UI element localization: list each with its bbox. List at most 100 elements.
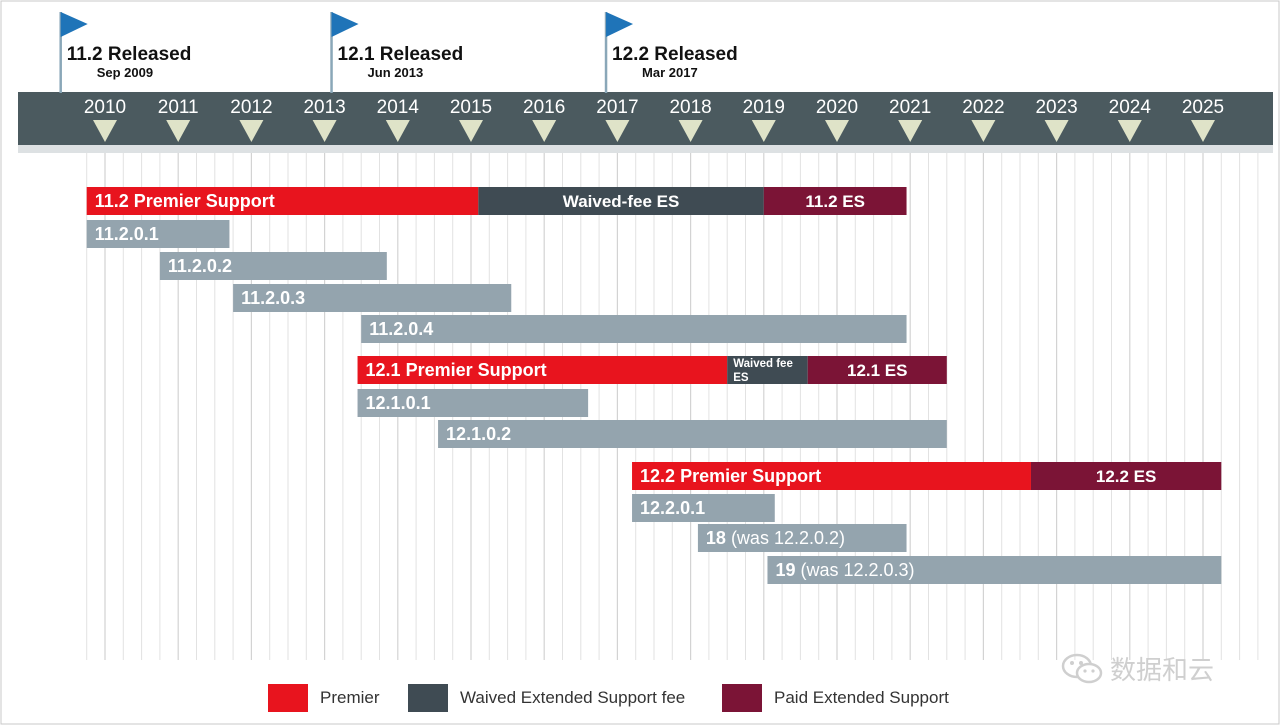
bar-rect (1030, 462, 1222, 490)
year-marker (1117, 120, 1142, 142)
bar-label-version: 18 (706, 528, 731, 548)
bar-label: 11.2.0.4 (369, 319, 433, 339)
bar-rect (763, 187, 907, 215)
year-label: 2012 (230, 97, 272, 118)
bar-label: Waived-fee ES (563, 192, 680, 211)
legend-waived: Waived Extended Support fee (408, 683, 685, 713)
legend-label-premier: Premier (320, 688, 380, 707)
bar-rect (632, 462, 1031, 490)
bar-waived: Waived-fee ES (478, 187, 764, 215)
bar-label: 12.1 ES (847, 361, 908, 380)
year-label: 2019 (743, 97, 785, 118)
bar-rect (807, 356, 947, 384)
release-date: Mar 2017 (642, 65, 698, 80)
year-label: 2025 (1182, 97, 1224, 118)
bar-rect (86, 220, 230, 248)
bar-patch: 11.2.0.2 (159, 252, 387, 280)
bar-label: 18 (was 12.2.0.2) (706, 528, 845, 548)
flag-icon (606, 12, 634, 37)
legend-premier: Premier (268, 683, 380, 713)
release-title: 12.1 Released (338, 44, 464, 65)
bar-patch: 11.2.0.3 (233, 284, 512, 312)
bar-patch: 12.1.0.1 (357, 389, 589, 417)
bar-label: 12.2 Premier Support (640, 466, 821, 486)
year-marker (459, 120, 483, 142)
bar-rect (767, 556, 1222, 584)
bar-waived: Waived fee ES (727, 356, 808, 384)
bar-rect (159, 252, 387, 280)
legend-swatch-premier (268, 684, 308, 712)
release-date: Sep 2009 (97, 65, 153, 80)
bar-rect (357, 356, 728, 384)
bar-label: 11.2 Premier Support (95, 191, 275, 211)
bar-premier: 12.1 Premier Support (357, 356, 728, 384)
bar-patch: 12.1.0.2 (438, 420, 947, 448)
year-label: 2018 (669, 97, 711, 118)
bar-rect (233, 284, 512, 312)
watermark-text: 数据和云 (1110, 656, 1215, 686)
bar-label: ES (733, 372, 749, 384)
bar-label-note: (was 12.2.0.2) (731, 528, 845, 548)
bar-patch: 19 (was 12.2.0.3) (767, 556, 1222, 584)
bar-rect (438, 420, 947, 448)
legend-label-paid: Paid Extended Support (774, 688, 949, 707)
bar-label: 12.1.0.1 (366, 393, 431, 413)
year-marker (532, 120, 557, 142)
year-label: 2017 (596, 97, 638, 118)
year-marker (385, 120, 410, 142)
bar-rect (727, 356, 808, 384)
year-label: 2010 (84, 97, 126, 118)
bar-paid: 11.2 ES (763, 187, 907, 215)
bar-label: 12.1 Premier Support (366, 360, 547, 380)
year-label: 2021 (889, 97, 931, 118)
year-marker (751, 120, 776, 142)
bar-label: 12.2 ES (1096, 467, 1157, 486)
year-marker (93, 120, 117, 142)
bar-rect (478, 187, 764, 215)
flag-icon (331, 12, 359, 37)
bar-patch: 12.2.0.1 (632, 494, 775, 522)
year-marker (312, 120, 337, 142)
watermark: 数据和云 (1060, 650, 1214, 687)
bar-patch: 11.2.0.4 (361, 315, 907, 343)
release-date: Jun 2013 (368, 65, 424, 80)
bar-rect (357, 389, 589, 417)
bar-premier: 12.2 Premier Support (632, 462, 1031, 490)
bar-label: Waived fee (733, 358, 793, 370)
bar-label: 11.2 ES (805, 192, 865, 211)
year-label: 2015 (450, 97, 492, 118)
legend-paid: Paid Extended Support (722, 683, 949, 713)
year-marker (898, 120, 923, 142)
year-label: 2020 (816, 97, 858, 118)
bar-rect (697, 524, 907, 552)
year-label: 2022 (962, 97, 1004, 118)
year-label: 2016 (523, 97, 565, 118)
bar-label: 19 (was 12.2.0.3) (775, 560, 914, 580)
legend-label-waived: Waived Extended Support fee (460, 688, 686, 707)
year-label: 2014 (377, 97, 420, 118)
bar-patch: 11.2.0.1 (86, 220, 230, 248)
bar-label-note: (was 12.2.0.3) (800, 560, 914, 580)
year-marker (678, 120, 703, 142)
bar-rect (361, 315, 907, 343)
year-label: 2023 (1035, 97, 1077, 118)
bar-rect (86, 187, 479, 215)
bar-paid: 12.2 ES (1030, 462, 1222, 490)
bar-label: 11.2.0.3 (241, 288, 305, 308)
release-title: 11.2 Released (67, 44, 192, 65)
year-label: 2013 (303, 97, 345, 118)
bar-patch: 18 (was 12.2.0.2) (697, 524, 907, 552)
timeline-band (18, 92, 1273, 145)
release-title: 12.2 Released (612, 44, 738, 65)
bar-paid: 12.1 ES (807, 356, 947, 384)
wechat-icon (1061, 653, 1103, 683)
legend-swatch-paid (722, 684, 762, 712)
year-marker (239, 120, 264, 142)
year-label: 2011 (158, 97, 199, 118)
year-marker (1044, 120, 1069, 142)
bar-label: 11.2.0.2 (168, 256, 232, 276)
year-marker (1191, 120, 1215, 142)
year-marker (971, 120, 996, 142)
